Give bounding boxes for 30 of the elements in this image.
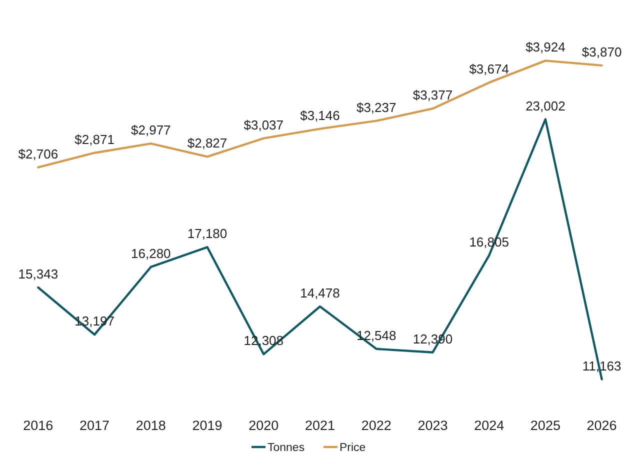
x-tick-label: 2021 <box>304 418 336 433</box>
data-label: 14,478 <box>300 286 340 300</box>
data-label: $3,377 <box>412 88 453 103</box>
x-tick-label: 2020 <box>248 418 279 433</box>
x-tick-label: 2022 <box>361 418 392 433</box>
data-label: $3,146 <box>300 108 340 123</box>
data-label: 23,002 <box>526 98 566 114</box>
data-label: 17,180 <box>187 226 228 242</box>
data-label: 12,548 <box>356 328 396 343</box>
data-label: $3,924 <box>526 40 566 55</box>
data-label: $2,827 <box>187 136 228 151</box>
x-tick-label: 2025 <box>530 418 560 433</box>
data-label: $2,706 <box>18 146 58 162</box>
x-tick-label: 2017 <box>80 418 110 433</box>
data-label: $3,237 <box>356 100 396 115</box>
x-tick-label: 2018 <box>136 418 166 433</box>
legend-label: Price <box>340 442 366 454</box>
data-label: 15,343 <box>18 266 58 282</box>
data-label: $2,871 <box>74 132 114 147</box>
data-label: $3,674 <box>469 62 509 77</box>
legend-label: Tonnes <box>268 442 305 454</box>
x-tick-label: 2019 <box>192 418 222 433</box>
data-label: 16,280 <box>131 246 171 261</box>
data-label: $3,037 <box>244 117 284 132</box>
data-label: $2,977 <box>131 122 171 138</box>
x-tick-label: 2024 <box>474 418 505 433</box>
x-tick-label: 2023 <box>418 418 448 433</box>
x-tick-label: 2016 <box>23 418 54 433</box>
data-label: $3,870 <box>582 44 622 60</box>
x-tick-label: 2026 <box>586 418 617 433</box>
